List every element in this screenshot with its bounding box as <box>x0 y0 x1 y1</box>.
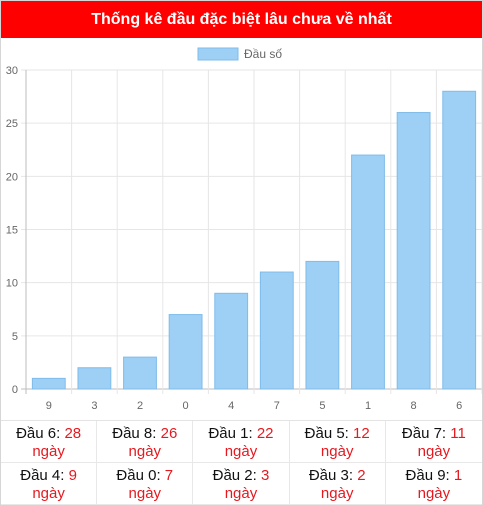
stat-unit: ngày <box>32 443 65 460</box>
stat-unit: ngày <box>320 485 354 502</box>
bar <box>214 292 249 390</box>
stat-value: 22 <box>256 425 274 442</box>
bar <box>259 271 294 390</box>
stat-value: 28 <box>64 425 82 442</box>
stat-value: 2 <box>357 467 366 484</box>
card-header: Thống kê đầu đặc biệt lâu chưa về nhất <box>1 1 482 38</box>
x-tick-label: 2 <box>137 400 143 412</box>
stat-value: 1 <box>453 467 463 484</box>
stat-label: Đầu 6: <box>16 425 61 442</box>
bar <box>31 377 66 390</box>
x-tick-label: 0 <box>183 400 189 412</box>
stat-unit: ngày <box>128 443 162 460</box>
bar <box>123 356 157 390</box>
stat-unit: ngày <box>32 485 65 502</box>
y-tick-label: 5 <box>12 331 18 343</box>
bar <box>77 367 112 390</box>
stat-label: Đầu 9: <box>405 467 450 484</box>
stat-value: 12 <box>353 425 370 442</box>
stat-label: Đầu 8: <box>112 425 157 442</box>
stat-unit: ngày <box>320 443 354 460</box>
bar <box>442 90 477 390</box>
stat-label: Đầu 1: <box>208 425 253 442</box>
stat-cell: Đầu 9: 1 ngày <box>385 463 482 505</box>
stat-value: 11 <box>450 425 466 442</box>
stat-cell: Đầu 1: 22 ngày <box>193 421 290 463</box>
stat-cell: Đầu 4: 9 ngày <box>1 463 98 505</box>
stat-value: 3 <box>261 467 270 484</box>
bar <box>305 260 340 390</box>
stat-label: Đầu 2: <box>212 467 257 484</box>
stat-unit: ngày <box>417 485 451 502</box>
stat-unit: ngày <box>417 443 451 460</box>
y-tick-label: 20 <box>6 171 18 183</box>
stat-label: Đầu 4: <box>20 467 65 484</box>
stat-cell: Đầu 5: 12 ngày <box>289 421 386 463</box>
stats-grid: Đầu 6: 28 ngày Đầu 8: 26 ngày Đầu 1: 22 ngà… <box>1 420 482 505</box>
stat-cell: Đầu 2: 3 ngày <box>193 463 290 505</box>
x-tick-label: 6 <box>456 400 462 412</box>
y-tick-label: 30 <box>6 65 18 77</box>
stat-label: Đầu 3: <box>308 467 354 484</box>
x-tick-label: 8 <box>411 400 417 412</box>
stat-label: Đầu 0: <box>116 467 161 484</box>
stat-cell: Đầu 6: 28 ngày <box>1 421 98 463</box>
stat-cell: Đầu 8: 26 ngày <box>97 421 194 463</box>
legend-label: Đầu số <box>244 47 282 61</box>
x-tick-label: 4 <box>228 400 234 412</box>
x-tick-label: 9 <box>46 400 52 412</box>
stat-cell: Đầu 7: 11 ngày <box>385 421 482 463</box>
bar <box>168 314 203 390</box>
x-tick-label: 5 <box>319 400 325 412</box>
y-tick-label: 0 <box>12 384 18 396</box>
y-tick-label: 25 <box>6 118 18 130</box>
stat-unit: ngày <box>224 443 258 460</box>
y-tick-label: 10 <box>6 278 18 290</box>
bar <box>351 154 385 390</box>
stat-unit: ngày <box>128 485 162 502</box>
page-title: Thống kê đầu đặc biệt lâu chưa về nhất <box>91 10 392 28</box>
x-tick-label: 1 <box>365 400 371 412</box>
stat-cell: Đầu 0: 7 ngày <box>97 463 194 505</box>
legend-swatch <box>197 47 239 61</box>
stat-unit: ngày <box>224 485 258 502</box>
y-tick-label: 15 <box>6 225 18 237</box>
x-tick-label: 3 <box>91 400 97 412</box>
stat-label: Đầu 5: <box>304 425 349 442</box>
stat-value: 9 <box>68 467 77 484</box>
stat-value: 26 <box>160 425 178 442</box>
x-tick-label: 7 <box>274 400 280 412</box>
stat-value: 7 <box>164 467 174 484</box>
stat-cell: Đầu 3: 2 ngày <box>289 463 386 505</box>
stat-label: Đầu 7: <box>401 425 447 442</box>
bar <box>396 112 431 390</box>
